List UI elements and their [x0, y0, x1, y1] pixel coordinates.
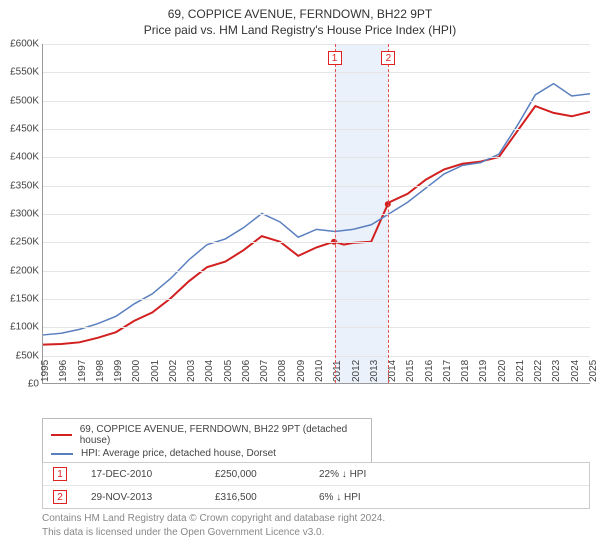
x-tick-label: 1997 — [77, 360, 88, 382]
page-subtitle: Price paid vs. HM Land Registry's House … — [0, 22, 600, 38]
event-row: 1 17-DEC-2010 £250,000 22% ↓ HPI — [43, 463, 589, 485]
legend-box: 69, COPPICE AVENUE, FERNDOWN, BH22 9PT (… — [42, 418, 372, 465]
x-tick-label: 2025 — [588, 360, 599, 382]
x-tick-label: 2022 — [533, 360, 544, 382]
x-tick-label: 2021 — [515, 360, 526, 382]
y-tick-label: £550K — [1, 67, 39, 78]
x-tick-label: 2020 — [497, 360, 508, 382]
marker-label: 2 — [381, 51, 395, 65]
x-tick-label: 2019 — [478, 360, 489, 382]
y-tick-label: £450K — [1, 124, 39, 135]
series-hpi — [43, 84, 590, 335]
x-tick-label: 2003 — [186, 360, 197, 382]
legend-swatch — [51, 453, 73, 455]
y-tick-label: £300K — [1, 209, 39, 220]
page-title: 69, COPPICE AVENUE, FERNDOWN, BH22 9PT — [0, 6, 600, 22]
x-tick-label: 2023 — [551, 360, 562, 382]
x-tick-label: 2001 — [150, 360, 161, 382]
event-row: 2 29-NOV-2013 £316,500 6% ↓ HPI — [43, 485, 589, 508]
x-tick-label: 2005 — [223, 360, 234, 382]
y-tick-label: £0 — [1, 379, 39, 390]
y-tick-label: £500K — [1, 95, 39, 106]
footnote: Contains HM Land Registry data © Crown c… — [42, 512, 590, 539]
series-property — [43, 106, 590, 344]
x-tick-label: 2024 — [570, 360, 581, 382]
x-tick-label: 2004 — [204, 360, 215, 382]
legend-label: 69, COPPICE AVENUE, FERNDOWN, BH22 9PT (… — [80, 424, 363, 446]
event-diff: 22% ↓ HPI — [319, 469, 419, 480]
price-chart: £0£50K£100K£150K£200K£250K£300K£350K£400… — [42, 44, 590, 384]
legend-label: HPI: Average price, detached house, Dors… — [81, 448, 276, 459]
y-tick-label: £250K — [1, 237, 39, 248]
x-tick-label: 1999 — [113, 360, 124, 382]
x-tick-label: 2002 — [168, 360, 179, 382]
event-diff: 6% ↓ HPI — [319, 492, 419, 503]
y-tick-label: £600K — [1, 39, 39, 50]
x-tick-label: 2016 — [424, 360, 435, 382]
y-tick-label: £100K — [1, 322, 39, 333]
event-date: 17-DEC-2010 — [91, 469, 191, 480]
legend-item-hpi: HPI: Average price, detached house, Dors… — [51, 447, 363, 460]
x-tick-label: 2010 — [314, 360, 325, 382]
y-tick-label: £200K — [1, 265, 39, 276]
event-key: 2 — [53, 490, 67, 504]
y-tick-label: £350K — [1, 180, 39, 191]
marker-label: 1 — [328, 51, 342, 65]
x-tick-label: 2008 — [277, 360, 288, 382]
x-tick-label: 2017 — [442, 360, 453, 382]
x-tick-label: 2015 — [405, 360, 416, 382]
y-tick-label: £400K — [1, 152, 39, 163]
x-tick-label: 2018 — [460, 360, 471, 382]
x-tick-label: 1998 — [95, 360, 106, 382]
x-tick-label: 1996 — [58, 360, 69, 382]
legend-item-property: 69, COPPICE AVENUE, FERNDOWN, BH22 9PT (… — [51, 423, 363, 447]
x-tick-label: 2013 — [369, 360, 380, 382]
x-tick-label: 2012 — [351, 360, 362, 382]
event-price: £316,500 — [215, 492, 295, 503]
event-price: £250,000 — [215, 469, 295, 480]
legend-swatch — [51, 434, 72, 436]
x-tick-label: 2007 — [259, 360, 270, 382]
event-date: 29-NOV-2013 — [91, 492, 191, 503]
events-table: 1 17-DEC-2010 £250,000 22% ↓ HPI 2 29-NO… — [42, 462, 590, 509]
event-key: 1 — [53, 467, 67, 481]
x-tick-label: 1995 — [40, 360, 51, 382]
x-tick-label: 2009 — [296, 360, 307, 382]
y-tick-label: £150K — [1, 294, 39, 305]
footnote-line: Contains HM Land Registry data © Crown c… — [42, 512, 590, 526]
x-tick-label: 2000 — [131, 360, 142, 382]
footnote-line: This data is licensed under the Open Gov… — [42, 526, 590, 540]
x-tick-label: 2006 — [241, 360, 252, 382]
y-tick-label: £50K — [1, 350, 39, 361]
